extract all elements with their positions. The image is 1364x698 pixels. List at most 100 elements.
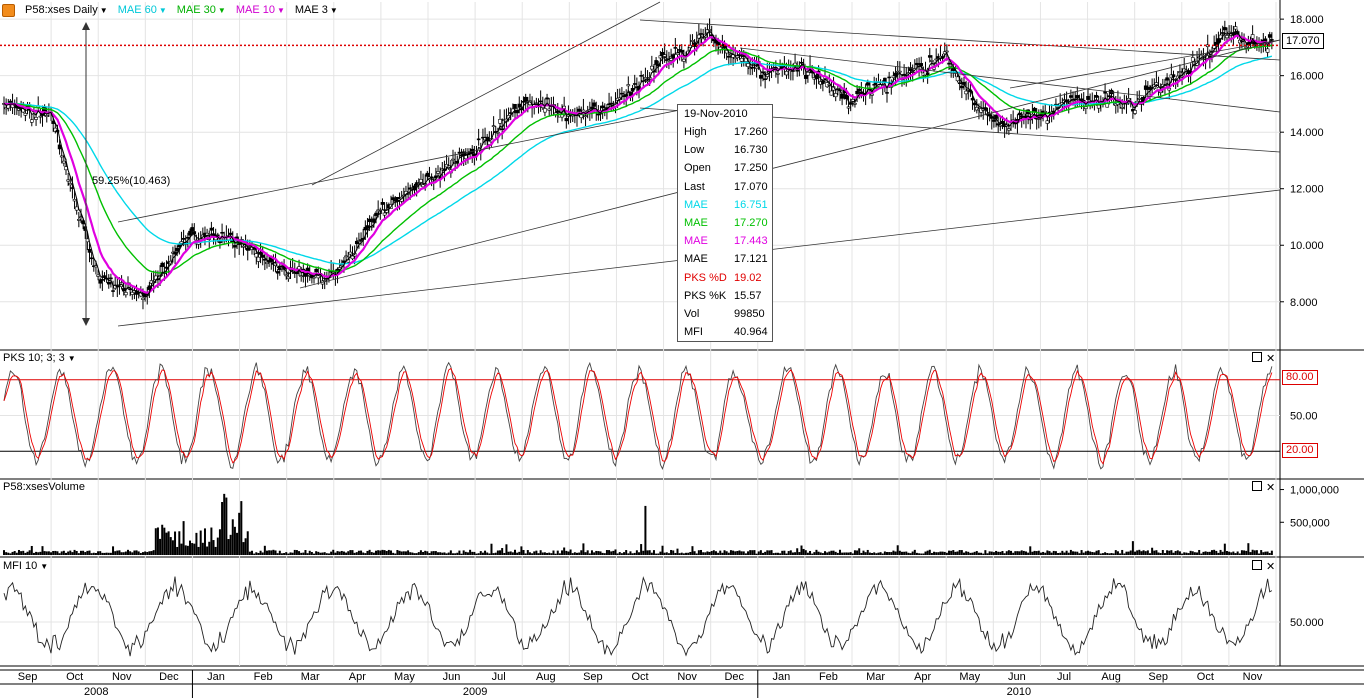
maximize-icon[interactable] — [1252, 352, 1262, 362]
candle-body — [523, 96, 528, 102]
volume-bar — [787, 551, 790, 555]
pks-panel-title[interactable]: PKS 10; 3; 3 ▼ — [3, 352, 76, 364]
volume-bar — [1253, 550, 1256, 555]
candle-body — [1148, 86, 1152, 90]
close-icon[interactable]: ✕ — [1266, 353, 1276, 365]
mae60-selector[interactable]: MAE 60 ▼ — [118, 4, 167, 16]
candle-body — [160, 262, 165, 267]
candle-body — [803, 75, 808, 79]
volume-bar — [642, 550, 645, 555]
volume-bar — [422, 551, 425, 555]
volume-bar — [734, 551, 737, 555]
volume-bar — [1198, 549, 1201, 555]
volume-bar — [1052, 550, 1055, 555]
volume-bar — [858, 548, 861, 555]
volume-bar — [353, 552, 356, 555]
volume-bar — [109, 552, 112, 555]
volume-bar — [1078, 553, 1081, 555]
trend-line — [117, 105, 701, 223]
volume-bar — [362, 552, 365, 555]
volume-bar — [319, 552, 322, 555]
volume-bar — [1260, 550, 1263, 555]
volume-bar — [862, 550, 865, 555]
volume-bar — [82, 550, 85, 555]
volume-bar — [475, 553, 478, 555]
volume-bar — [762, 552, 765, 555]
volume-bar — [248, 551, 251, 555]
volume-bar — [484, 550, 487, 555]
volume-bar — [298, 551, 301, 555]
candle-body — [645, 80, 650, 83]
volume-bar — [56, 551, 59, 555]
volume-bar — [45, 551, 48, 555]
volume-bar — [973, 551, 976, 555]
candle-body — [190, 227, 194, 232]
volume-bar — [62, 550, 65, 555]
close-icon[interactable]: ✕ — [1266, 482, 1276, 494]
volume-bar — [871, 552, 874, 555]
volume-bar — [283, 553, 286, 555]
tooltip-key: Open — [684, 162, 711, 175]
volume-bar — [1033, 550, 1036, 555]
volume-bar — [58, 553, 61, 555]
volume-bar — [139, 552, 142, 555]
candle-body — [945, 50, 949, 53]
volume-bar — [377, 550, 380, 555]
volume-bar — [360, 550, 363, 555]
volume-bar — [310, 552, 313, 555]
volume-bar — [552, 550, 555, 555]
volume-bar — [507, 551, 510, 555]
volume-bar — [1243, 550, 1246, 555]
volume-bar — [227, 539, 230, 555]
candle-body — [218, 241, 222, 243]
symbol-selector[interactable]: P58:xses Daily ▼ — [25, 4, 108, 16]
volume-bar — [263, 545, 266, 555]
candle-body — [74, 206, 79, 211]
candle-body — [846, 106, 851, 109]
volume-bar — [706, 551, 709, 555]
candle-body — [254, 253, 259, 258]
volume-bar — [1039, 552, 1042, 555]
chevron-down-icon: ▼ — [99, 5, 108, 15]
volume-bar — [174, 531, 177, 555]
chart-header: P58:xses Daily ▼ MAE 60 ▼ MAE 30 ▼ MAE 10 ▼ … — [0, 2, 338, 18]
x-month-label: Nov — [1243, 671, 1263, 683]
volume-bar — [1228, 551, 1231, 555]
volume-bar — [1101, 553, 1104, 555]
volume-bar — [781, 550, 784, 555]
volume-bar — [206, 546, 209, 555]
x-month-label: Jan — [207, 671, 225, 683]
volume-bar — [766, 550, 769, 555]
volume-bar — [1089, 551, 1092, 555]
volume-bar — [1027, 552, 1030, 555]
volume-bar — [1155, 550, 1158, 555]
volume-bar — [1270, 550, 1273, 555]
volume-bar — [434, 551, 437, 555]
maximize-icon[interactable] — [1252, 560, 1262, 570]
candle-body — [855, 90, 859, 95]
mfi-panel-title[interactable]: MFI 10 ▼ — [3, 560, 48, 572]
candle-body — [639, 75, 643, 77]
close-icon[interactable]: ✕ — [1266, 561, 1276, 573]
candle-body — [1096, 104, 1101, 109]
volume-bar — [402, 551, 405, 555]
tooltip-key: High — [684, 126, 707, 139]
volume-bar — [26, 551, 29, 555]
volume-bar — [302, 552, 305, 555]
mae30-selector[interactable]: MAE 30 ▼ — [177, 4, 226, 16]
maximize-icon[interactable] — [1252, 481, 1262, 491]
candle-body — [677, 49, 682, 51]
candle-body — [173, 251, 177, 255]
mae10-selector[interactable]: MAE 10 ▼ — [236, 4, 285, 16]
y-tick-label: 12.000 — [1290, 184, 1324, 196]
candle-body — [521, 101, 526, 103]
volume-bar — [133, 550, 136, 555]
volume-bar — [1044, 552, 1047, 555]
volume-bar — [1074, 551, 1077, 555]
volume-bar — [650, 552, 653, 555]
volume-bar — [821, 553, 824, 555]
mae3-selector[interactable]: MAE 3 ▼ — [295, 4, 338, 16]
candle-body — [583, 115, 588, 117]
volume-bar — [1168, 550, 1171, 555]
volume-bar — [612, 550, 615, 555]
